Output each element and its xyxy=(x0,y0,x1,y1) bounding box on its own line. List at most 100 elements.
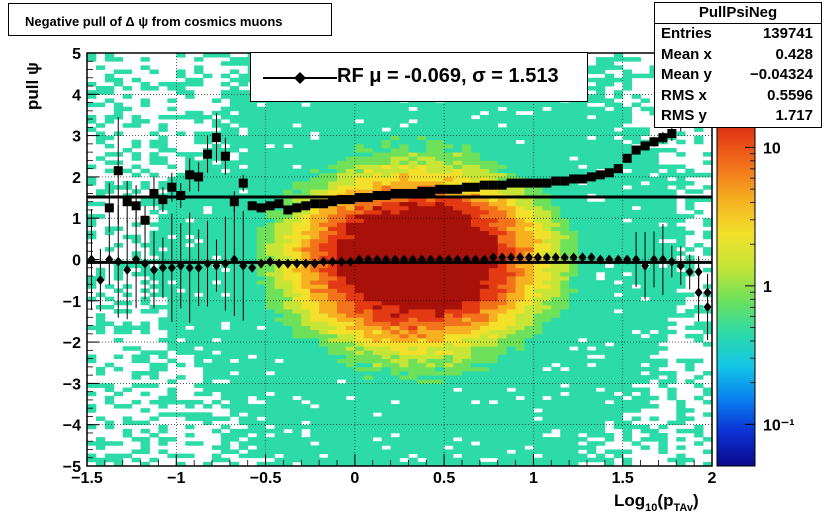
heatmap-cell xyxy=(203,181,213,186)
heatmap-cell xyxy=(595,288,606,293)
heatmap-cell xyxy=(301,271,311,277)
heatmap-cell xyxy=(212,362,222,368)
heatmap-cell xyxy=(569,321,579,326)
heatmap-cell xyxy=(479,437,490,442)
heatmap-cell xyxy=(319,238,329,244)
heatmap-cell xyxy=(435,333,445,339)
heatmap-cell xyxy=(560,110,570,116)
heatmap-cell xyxy=(560,342,570,347)
heatmap-cell xyxy=(301,209,311,215)
heatmap-cell xyxy=(488,404,499,409)
heatmap-cell xyxy=(319,321,329,326)
heatmap-cell xyxy=(354,321,365,326)
heatmap-cell xyxy=(551,309,561,314)
heatmap-cell xyxy=(399,263,409,269)
heatmap-cell xyxy=(354,300,365,306)
heatmap-cell xyxy=(381,181,391,186)
heatmap-cell xyxy=(319,139,329,145)
heatmap-cell xyxy=(479,267,490,273)
heatmap-cell xyxy=(444,168,454,174)
heatmap-cell xyxy=(238,114,249,120)
heatmap-cell xyxy=(542,358,552,364)
heatmap-cell xyxy=(578,428,588,434)
heatmap-cell xyxy=(301,247,311,252)
heatmap-cell xyxy=(354,457,365,463)
heatmap-cell xyxy=(149,152,159,157)
heatmap-cell xyxy=(578,395,588,401)
heatmap-cell xyxy=(604,313,615,318)
heatmap-cell xyxy=(238,73,249,79)
heatmap-cell xyxy=(604,350,615,355)
heatmap-cell xyxy=(595,209,606,215)
heatmap-cell xyxy=(479,139,490,145)
heatmap-cell xyxy=(238,432,249,438)
heatmap-cell xyxy=(488,110,499,116)
heatmap-cell xyxy=(390,181,400,186)
heatmap-cell xyxy=(560,432,570,438)
heatmap-cell xyxy=(104,424,115,430)
heatmap-cell xyxy=(212,185,222,190)
heatmap-cell xyxy=(319,391,329,397)
heatmap-cell xyxy=(292,350,302,355)
heatmap-cell xyxy=(462,276,472,281)
heatmap-cell xyxy=(354,387,365,393)
heatmap-cell xyxy=(337,218,347,223)
heatmap-cell xyxy=(497,383,508,388)
heatmap-cell xyxy=(444,416,454,421)
heatmap-cell xyxy=(185,453,195,459)
heatmap-cell xyxy=(506,424,516,430)
heatmap-cell xyxy=(390,156,400,161)
heatmap-cell xyxy=(372,391,383,397)
heatmap-cell xyxy=(479,222,490,227)
heatmap-cell xyxy=(470,276,481,281)
heatmap-cell xyxy=(363,449,374,455)
heatmap-cell xyxy=(444,371,454,376)
heatmap-cell xyxy=(390,342,400,347)
heatmap-cell xyxy=(345,139,356,145)
heatmap-cell xyxy=(372,214,383,219)
heatmap-cell xyxy=(354,156,365,161)
heatmap-cell xyxy=(435,437,445,442)
heatmap-cell xyxy=(479,387,490,393)
heatmap-cell xyxy=(238,387,249,393)
heatmap-cell xyxy=(381,205,391,211)
heatmap-cell xyxy=(595,391,606,397)
heatmap-cell xyxy=(578,412,588,417)
heatmap-cell xyxy=(194,135,204,141)
heatmap-cell xyxy=(578,214,588,219)
heatmap-cell xyxy=(247,313,258,318)
heatmap-cell xyxy=(158,366,168,372)
heatmap-cell xyxy=(506,337,516,343)
heatmap-cell xyxy=(569,457,579,463)
heatmap-cell xyxy=(470,143,481,149)
heatmap-cell xyxy=(426,412,436,417)
heatmap-cell xyxy=(140,309,150,314)
heatmap-cell xyxy=(578,110,588,116)
heatmap-cell xyxy=(354,445,365,450)
heatmap-cell xyxy=(426,354,436,360)
heatmap-cell xyxy=(524,342,534,347)
heatmap-cell xyxy=(212,189,222,194)
heatmap-cell xyxy=(453,222,463,227)
heatmap-cell xyxy=(578,362,588,368)
heatmap-cell xyxy=(238,428,249,434)
heatmap-cell xyxy=(319,383,329,388)
heatmap-cell xyxy=(426,292,436,298)
heatmap-cell xyxy=(354,114,365,120)
heatmap-cell xyxy=(95,123,106,128)
heatmap-cell xyxy=(497,226,508,231)
heatmap-cell xyxy=(515,346,525,351)
heatmap-cell xyxy=(229,164,240,170)
heatmap-cell xyxy=(560,424,570,430)
heatmap-cell xyxy=(479,354,490,360)
heatmap-cell xyxy=(176,86,186,91)
heatmap-cell xyxy=(256,313,266,318)
heatmap-cell xyxy=(542,453,552,459)
heatmap-cell xyxy=(354,366,365,372)
heatmap-cell xyxy=(444,362,454,368)
heatmap-cell xyxy=(417,276,427,281)
heatmap-cell xyxy=(328,437,338,442)
heatmap-cell xyxy=(533,445,543,450)
heatmap-cell xyxy=(622,288,633,293)
heatmap-cell xyxy=(354,209,365,215)
